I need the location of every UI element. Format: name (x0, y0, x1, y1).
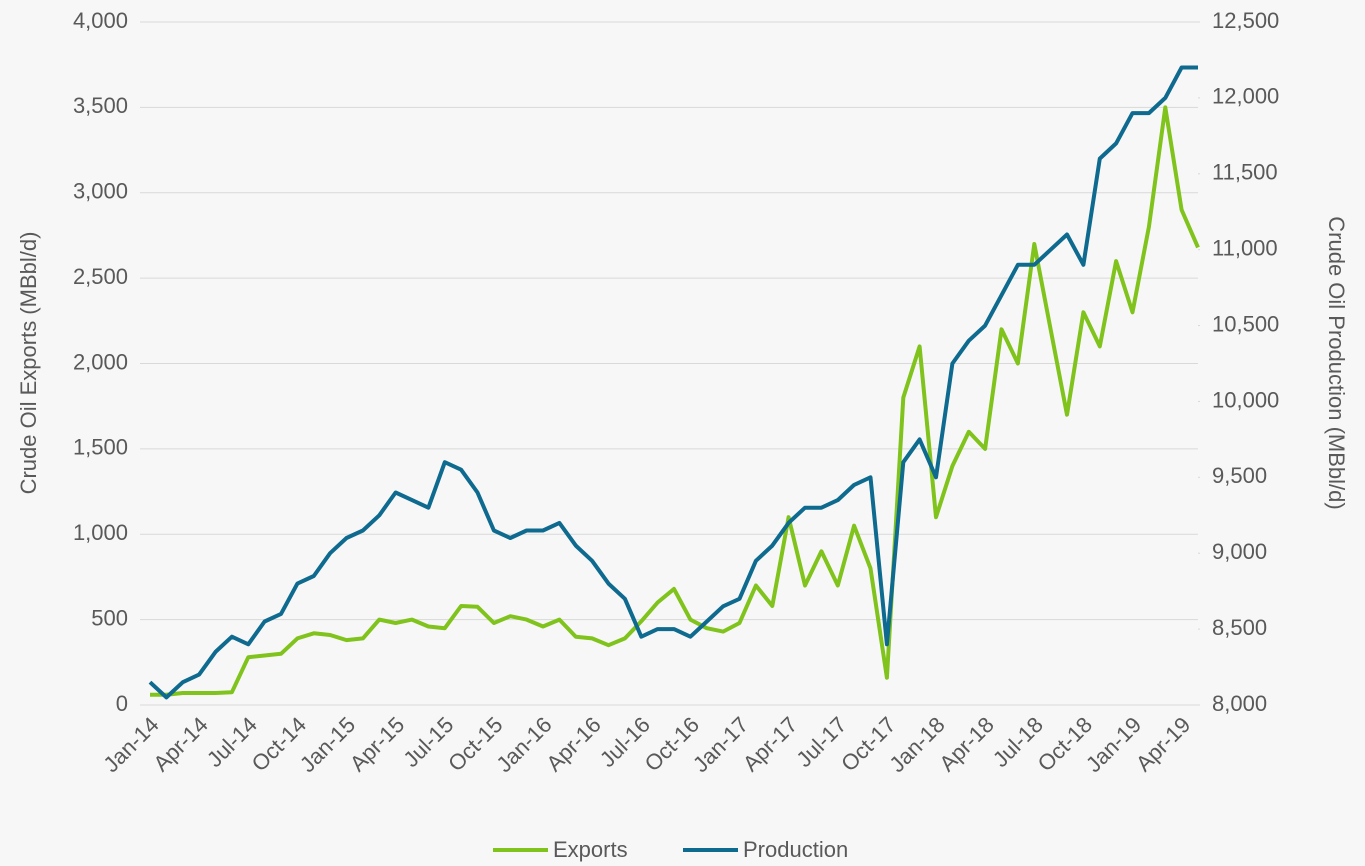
y-tick-label: 3,500 (73, 93, 128, 118)
y2-tick-label: 8,500 (1212, 615, 1267, 640)
y2-tick-label: 11,000 (1212, 235, 1278, 260)
x-tick-label: Apr-16 (541, 712, 605, 776)
y-tick-label: 1,000 (73, 520, 128, 545)
y-tick-label: 500 (91, 605, 128, 630)
y-tick-label: 0 (116, 691, 128, 716)
x-tick-label: Jan-14 (98, 712, 163, 777)
y2-axis-title: Crude Oil Production (MBbl/d) (1324, 216, 1349, 509)
y2-tick-label: 12,500 (1212, 8, 1279, 33)
y2-tick-label: 11,500 (1212, 160, 1278, 185)
y2-tick-label: 8,000 (1212, 691, 1267, 716)
y-tick-label: 1,500 (73, 435, 128, 460)
series-line (148, 65, 1198, 700)
y2-tick-label: 10,000 (1212, 387, 1279, 412)
y-tick-label: 4,000 (73, 8, 128, 33)
y2-tick-label: 10,500 (1212, 311, 1279, 336)
y2-tick-label: 9,500 (1212, 463, 1267, 488)
legend-label: Production (743, 837, 848, 862)
y-tick-label: 2,000 (73, 349, 128, 374)
y-tick-label: 3,000 (73, 179, 128, 204)
x-tick-label: Apr-19 (1131, 712, 1195, 776)
x-tick-label: Apr-15 (345, 712, 409, 776)
x-tick-label: Jan-16 (491, 712, 556, 777)
x-tick-label: Apr-17 (738, 712, 802, 776)
x-tick-label: Apr-18 (934, 712, 998, 776)
x-tick-label: Apr-14 (148, 712, 212, 776)
legend-label: Exports (553, 837, 628, 862)
y2-tick-label: 12,000 (1212, 84, 1279, 109)
x-tick-label: Jan-19 (1081, 712, 1146, 777)
y2-tick-label: 9,000 (1212, 539, 1267, 564)
x-tick-label: Jan-18 (884, 712, 949, 777)
series-line (150, 105, 1200, 697)
x-tick-label: Jan-15 (295, 712, 360, 777)
x-tick-label: Jan-17 (688, 712, 753, 777)
y-axis-title: Crude Oil Exports (MBbl/d) (16, 232, 41, 495)
y-tick-label: 2,500 (73, 264, 128, 289)
